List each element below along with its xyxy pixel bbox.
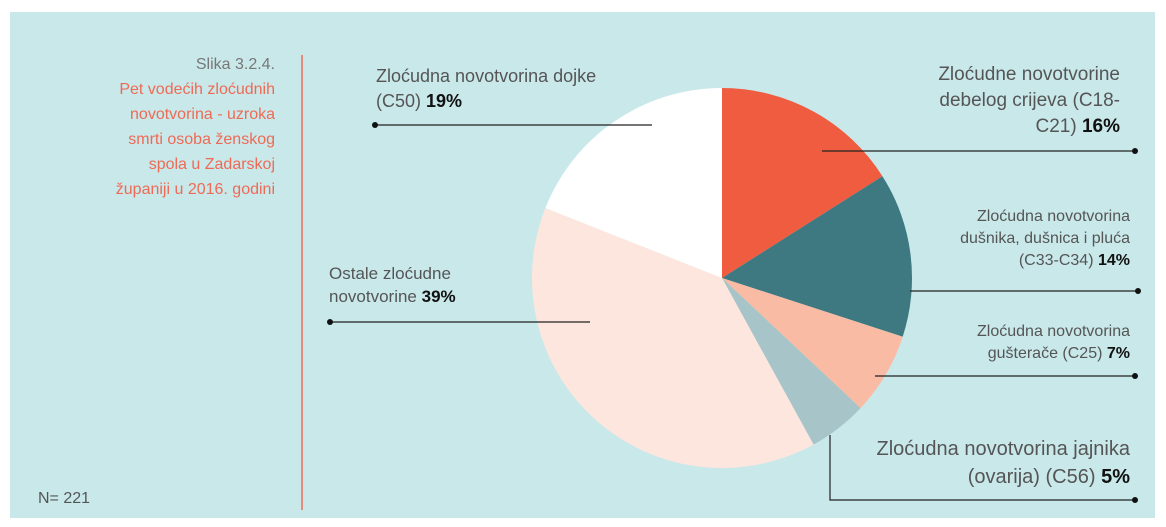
slice-label: Zloćudna novotvorina gušterače (C25) 7% bbox=[945, 321, 1130, 365]
pie-slice bbox=[722, 176, 912, 337]
leader-line bbox=[829, 435, 1135, 501]
leader-dot bbox=[1132, 373, 1138, 379]
note: N= 221 bbox=[38, 490, 91, 507]
slice-label: Ostale zloćudne novotvorine 39% bbox=[329, 262, 489, 309]
pie-slice bbox=[531, 208, 814, 469]
category-label: Ostale zloćudne novotvorine bbox=[329, 264, 451, 307]
caption: Slika 3.2.4. Pet vodećih zloćudnih novot… bbox=[115, 52, 275, 202]
slice-label: Zloćudna novotvorina jajnika (ovarija) (… bbox=[850, 436, 1131, 491]
value-label: 19% bbox=[426, 90, 463, 111]
leader-dot bbox=[1135, 288, 1141, 294]
category-label: Zloćudne novotvorine debelog crijeva (C1… bbox=[938, 64, 1120, 138]
category-label: Zloćudna novotvorina gušterače (C25) bbox=[977, 323, 1130, 363]
value-label: 5% bbox=[1101, 465, 1130, 488]
value-label: 39% bbox=[421, 287, 456, 307]
category-label: Zloćudna novotvorina dojke (C50) bbox=[376, 66, 597, 111]
value-label: 7% bbox=[1106, 345, 1130, 363]
pie-slice bbox=[545, 88, 722, 278]
value-label: 14% bbox=[1097, 252, 1130, 270]
slice-label: Zloćudna novotvorina dušnika, dušnica i … bbox=[945, 206, 1130, 272]
pie-slice bbox=[722, 278, 861, 445]
leader-dot bbox=[327, 319, 333, 325]
pie-slice bbox=[722, 88, 883, 278]
slice-label: Zloćudna novotvorina dojke (C50) 19% bbox=[376, 64, 626, 114]
leader-dot bbox=[1132, 497, 1138, 503]
slice-label: Zloćudne novotvorine debelog crijeva (C1… bbox=[910, 62, 1120, 141]
leader-dot bbox=[372, 122, 378, 128]
chart-subtitle: Pet vodećih zloćudnih novotvorina - uzro… bbox=[115, 81, 275, 198]
value-label: 16% bbox=[1081, 116, 1120, 138]
pie-slice bbox=[722, 278, 903, 409]
chart-title: Slika 3.2.4. bbox=[195, 56, 275, 73]
leader-dot bbox=[1132, 148, 1138, 154]
category-label: Zloćudna novotvorina dušnika, dušnica i … bbox=[960, 208, 1130, 270]
category-label: Zloćudna novotvorina jajnika (ovarija) (… bbox=[876, 438, 1131, 488]
